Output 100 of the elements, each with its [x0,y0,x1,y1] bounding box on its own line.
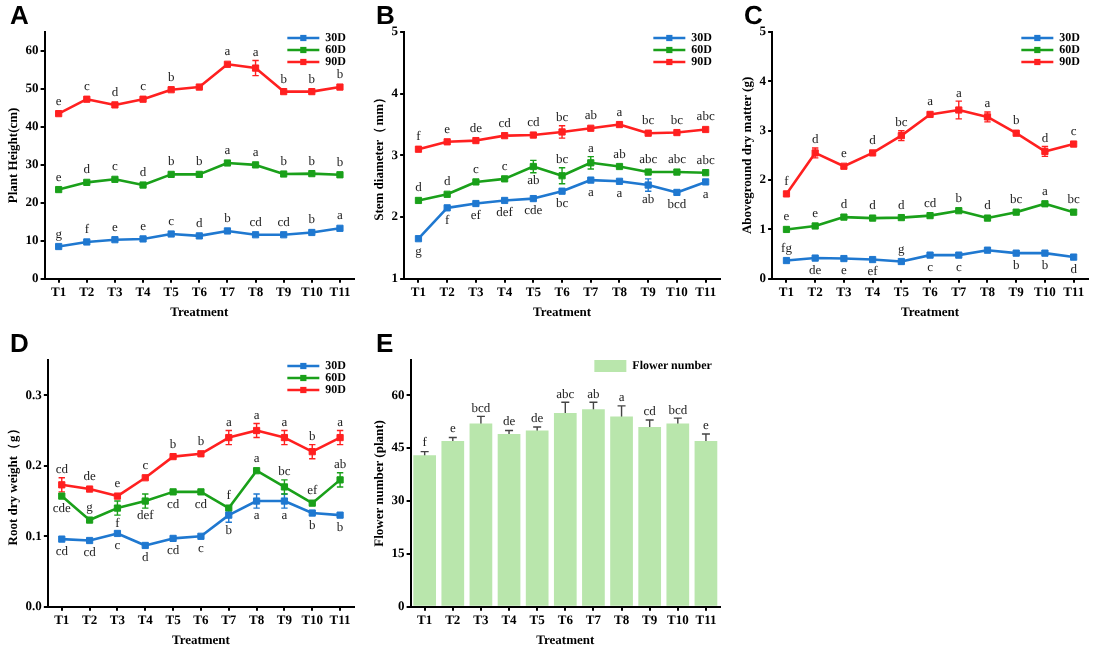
point [782,225,791,234]
point [472,199,480,208]
point [1070,253,1078,261]
point [869,255,877,264]
point [869,149,877,157]
point [139,235,147,243]
point [414,235,423,243]
point [673,168,681,176]
point [139,95,147,103]
point [443,190,451,198]
point [983,214,992,222]
point [58,535,66,543]
point [840,162,848,170]
point [197,450,205,458]
point [897,257,905,266]
point [195,83,203,91]
point [673,188,681,197]
chart-title: D [10,328,29,359]
point [926,251,934,259]
point [167,86,175,94]
point [472,136,480,145]
point [197,532,205,540]
point [472,178,480,186]
point [615,177,624,185]
point [955,251,963,259]
point [169,534,177,543]
point [811,222,819,230]
point [55,185,63,194]
point [223,227,232,235]
point [167,230,175,238]
point [336,224,344,232]
point [111,175,119,183]
point [414,145,423,153]
point [615,162,624,171]
point [83,238,91,246]
point [167,170,175,178]
point [336,511,344,519]
point [141,541,149,550]
point [558,172,566,180]
point [252,467,261,475]
point [501,196,509,205]
point [223,159,232,167]
point [251,231,260,239]
point [139,181,147,189]
point [840,213,848,221]
point [501,132,509,140]
point [251,64,260,72]
point [197,488,205,496]
point [85,536,94,545]
point [443,204,451,212]
point [1070,208,1078,216]
point [195,170,203,178]
point [225,504,233,512]
point [85,485,94,493]
point [1012,249,1020,257]
point [414,196,423,205]
point [782,190,791,198]
point [308,170,316,178]
point [111,101,119,109]
point [308,228,316,237]
point [926,110,934,119]
point [83,95,91,103]
point [308,88,316,96]
point [113,492,122,500]
chart-title: B [376,0,395,31]
point [141,474,149,482]
point [529,194,537,203]
point [644,168,652,176]
point [85,516,94,524]
point [55,110,63,118]
chart-title: A [10,0,30,31]
point [195,232,203,240]
point [113,529,122,538]
point [308,448,316,456]
point [673,128,681,137]
point [336,83,344,91]
point [1041,200,1049,208]
point [529,131,537,139]
point [782,256,791,265]
point [840,254,848,263]
point [55,242,63,251]
point [1041,249,1049,257]
point [443,138,451,146]
point [169,452,177,461]
point [811,254,819,262]
point [1012,208,1020,216]
point [308,499,316,507]
point [955,106,963,114]
point [111,236,119,244]
point [58,492,66,500]
point [1012,129,1020,137]
point [926,212,934,220]
point [897,213,905,222]
point [615,120,624,129]
point [558,187,566,195]
point [251,161,260,169]
point [280,231,288,239]
point [1070,140,1078,148]
point [83,178,91,186]
chart-title: E [376,328,394,359]
